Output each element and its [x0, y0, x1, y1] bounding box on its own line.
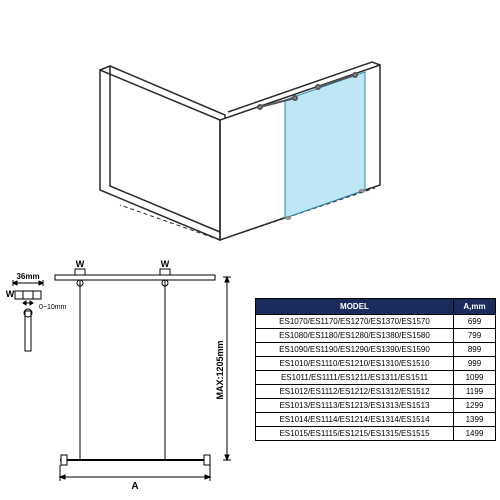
model-table-container: MODEL A,mm ES1070/ES1170/ES1270/ES1370/E…: [255, 298, 496, 441]
label-36mm: 36mm: [16, 272, 39, 281]
table-row: ES1011/ES1111/ES1211/ES1311/ES15111099: [256, 371, 496, 385]
cell-a: 899: [454, 343, 496, 357]
label-a: A: [131, 481, 138, 492]
cell-model: ES1015/ES1115/ES1215/ES1315/ES1515: [256, 427, 454, 441]
cell-a: 999: [454, 357, 496, 371]
th-model: MODEL: [256, 299, 454, 315]
tech-svg: W W 36mm 0~10mm W: [5, 255, 245, 495]
model-table: MODEL A,mm ES1070/ES1170/ES1270/ES1370/E…: [255, 298, 496, 441]
table-row: ES1013/ES1113/ES1213/ES1313/ES15131299: [256, 399, 496, 413]
cell-model: ES1070/ES1170/ES1270/ES1370/ES1570: [256, 315, 454, 329]
label-010mm: 0~10mm: [39, 304, 67, 311]
cell-model: ES1013/ES1113/ES1213/ES1313/ES1513: [256, 399, 454, 413]
iso-svg: [80, 10, 420, 250]
cell-model: ES1012/ES1112/ES1212/ES1312/ES1512: [256, 385, 454, 399]
w-label-2: W: [161, 259, 170, 269]
th-a: A,mm: [454, 299, 496, 315]
table-row: ES1070/ES1170/ES1270/ES1370/ES1570699: [256, 315, 496, 329]
isometric-view: [80, 10, 420, 250]
cell-model: ES1090/ES1190/ES1290/ES1390/ES1590: [256, 343, 454, 357]
w-label-3: W: [6, 289, 15, 299]
cell-a: 1199: [454, 385, 496, 399]
cell-model: ES1011/ES1111/ES1211/ES1311/ES1511: [256, 371, 454, 385]
technical-view: W W 36mm 0~10mm W: [5, 255, 245, 495]
cell-a: 699: [454, 315, 496, 329]
table-row: ES1010/ES1110/ES1210/ES1310/ES1510999: [256, 357, 496, 371]
table-row: ES1012/ES1112/ES1212/ES1312/ES15121199: [256, 385, 496, 399]
cell-a: 1499: [454, 427, 496, 441]
cell-model: ES1010/ES1110/ES1210/ES1310/ES1510: [256, 357, 454, 371]
cell-a: 1099: [454, 371, 496, 385]
table-row: ES1090/ES1190/ES1290/ES1390/ES1590899: [256, 343, 496, 357]
w-label-1: W: [76, 259, 85, 269]
cell-a: 1299: [454, 399, 496, 413]
table-row: ES1080/ES1180/ES1280/ES1380/ES1580799: [256, 329, 496, 343]
table-row: ES1014/ES1114/ES1214/ES1314/ES15141399: [256, 413, 496, 427]
table-row: ES1015/ES1115/ES1215/ES1315/ES15151499: [256, 427, 496, 441]
cell-a: 799: [454, 329, 496, 343]
cell-model: ES1080/ES1180/ES1280/ES1380/ES1580: [256, 329, 454, 343]
cell-a: 1399: [454, 413, 496, 427]
cell-model: ES1014/ES1114/ES1214/ES1314/ES1514: [256, 413, 454, 427]
label-max-height: MAX:1205mm: [215, 340, 225, 399]
